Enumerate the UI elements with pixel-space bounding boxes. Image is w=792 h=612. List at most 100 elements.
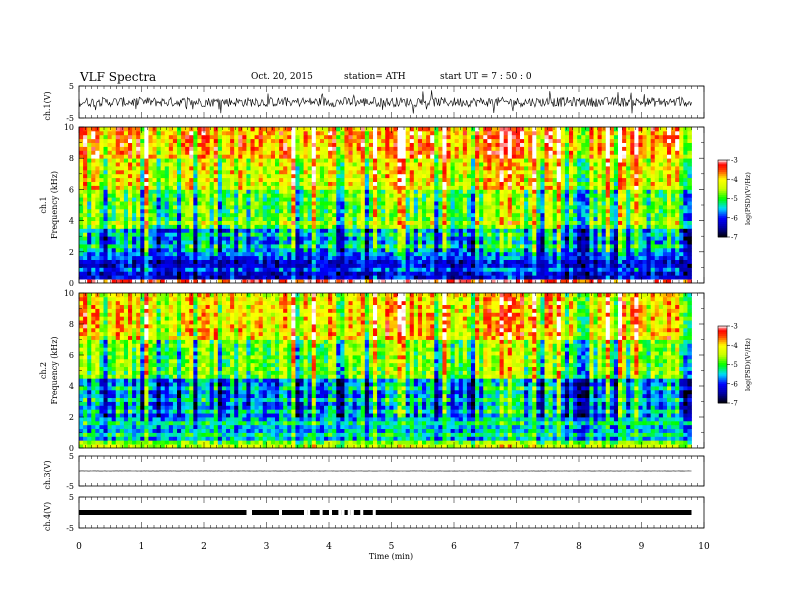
spectrogram-cell <box>140 197 145 202</box>
spectrogram-cell <box>364 173 370 179</box>
spectrogram-cell <box>654 208 660 214</box>
spectrogram-cell <box>544 220 549 225</box>
spectrogram-cell <box>413 177 419 182</box>
spectrogram-cell <box>520 247 525 253</box>
spectrogram-cell <box>91 201 96 206</box>
spectrogram-cell <box>250 251 255 257</box>
spectrogram-cell <box>556 189 562 194</box>
spectrogram-cell <box>479 197 484 202</box>
spectrogram-cell <box>99 201 104 206</box>
spectrogram-cell <box>299 177 304 182</box>
spectrogram-cell <box>197 162 202 167</box>
spectrogram-cell <box>430 279 435 284</box>
spectrogram-cell <box>172 169 178 175</box>
spectrogram-cell <box>569 247 574 253</box>
spectrogram-cell <box>95 216 100 221</box>
spectrogram-cell <box>679 271 684 276</box>
spectrogram-cell <box>511 240 517 245</box>
spectrogram-cell <box>609 236 615 241</box>
spectrogram-cell <box>266 244 272 249</box>
spectrogram-cell <box>626 255 631 260</box>
spectrogram-cell <box>634 216 639 221</box>
spectrogram-cell <box>597 185 603 190</box>
spectrogram-cell <box>181 247 186 253</box>
spectrogram-cell <box>168 240 174 245</box>
spectrogram-cell <box>119 189 125 194</box>
spectrogram-cell <box>103 205 108 210</box>
spectrogram-cell <box>221 208 227 214</box>
spectrogram-cell <box>630 220 635 225</box>
spectrogram-cell <box>381 193 386 198</box>
spectrogram-cell <box>328 251 333 257</box>
spectrogram-cell <box>181 185 186 190</box>
spectrogram-cell <box>283 232 288 237</box>
spectrogram-cell <box>589 216 594 221</box>
spectrogram-cell <box>618 259 623 264</box>
spectrogram-cell <box>111 173 117 179</box>
spectrogram-cell <box>609 240 615 245</box>
spectrogram-cell <box>560 267 566 272</box>
spectrogram-cell <box>217 279 223 284</box>
spectrogram-cell <box>164 208 170 214</box>
spectrogram-cell <box>172 267 178 272</box>
spectrogram-cell <box>556 275 562 280</box>
spectrogram-cell <box>658 220 664 225</box>
spectrogram-cell <box>475 158 480 163</box>
spectrogram-cell <box>360 244 366 249</box>
spectrogram-cell <box>650 201 656 206</box>
spectrogram-cell <box>332 232 337 237</box>
spectrogram-cell <box>446 158 451 163</box>
spectrogram-cell <box>679 197 684 202</box>
spectrogram-cell <box>520 220 525 225</box>
spectrogram-cell <box>332 185 337 190</box>
spectrogram-cell <box>422 208 427 214</box>
spectrogram-cell <box>589 267 594 272</box>
spectrogram-cell <box>172 255 178 260</box>
spectrogram-cell <box>258 228 264 233</box>
spectrogram-cell <box>332 177 337 182</box>
spectrogram-cell <box>385 244 390 249</box>
spectrogram-cell <box>503 166 509 171</box>
spectrogram-cell <box>491 271 496 276</box>
spectrogram-cell <box>462 267 468 272</box>
spectrogram-cell <box>646 275 652 280</box>
spectrogram-cell <box>103 244 108 249</box>
spectrogram-cell <box>622 166 627 171</box>
spectrogram-cell <box>177 205 182 210</box>
spectrogram-cell <box>430 193 435 198</box>
spectrogram-cell <box>675 177 680 182</box>
spectrogram-cell <box>650 189 656 194</box>
spectrogram-cell <box>311 228 317 233</box>
spectrogram-cell <box>140 166 145 171</box>
spectrogram-cell <box>515 166 521 171</box>
spectrogram-cell <box>569 181 574 186</box>
spectrogram-cell <box>275 193 280 198</box>
spectrogram-cell <box>613 220 619 225</box>
spectrogram-cell <box>221 247 227 253</box>
spectrogram-cell <box>479 240 484 245</box>
spectrogram-cell <box>144 197 149 202</box>
spectrogram-cell <box>654 232 660 237</box>
spectrogram-cell <box>360 166 366 171</box>
spectrogram-cell <box>454 201 460 206</box>
spectrogram-cell <box>332 193 337 198</box>
spectrogram-cell <box>413 189 419 194</box>
spectrogram-cell <box>295 232 300 237</box>
spectrogram-cell <box>164 251 170 257</box>
spectrogram-cell <box>499 228 505 233</box>
spectrogram-cell <box>524 201 529 206</box>
spectrogram-cell <box>83 216 88 221</box>
spectrogram-cell <box>511 181 517 186</box>
spectrogram-cell <box>79 240 84 245</box>
spectrogram-cell <box>515 162 521 167</box>
spectrogram-cell <box>373 208 378 214</box>
spectrogram-cell <box>528 267 533 272</box>
spectrogram-cell <box>536 255 541 260</box>
spectrogram-cell <box>589 173 594 179</box>
spectrogram-cell <box>687 263 692 268</box>
spectrogram-cell <box>193 166 198 171</box>
spectrogram-cell <box>103 228 108 233</box>
spectrogram-cell <box>381 201 386 206</box>
spectrogram-cell <box>275 220 280 225</box>
spectrogram-cell <box>426 224 431 229</box>
